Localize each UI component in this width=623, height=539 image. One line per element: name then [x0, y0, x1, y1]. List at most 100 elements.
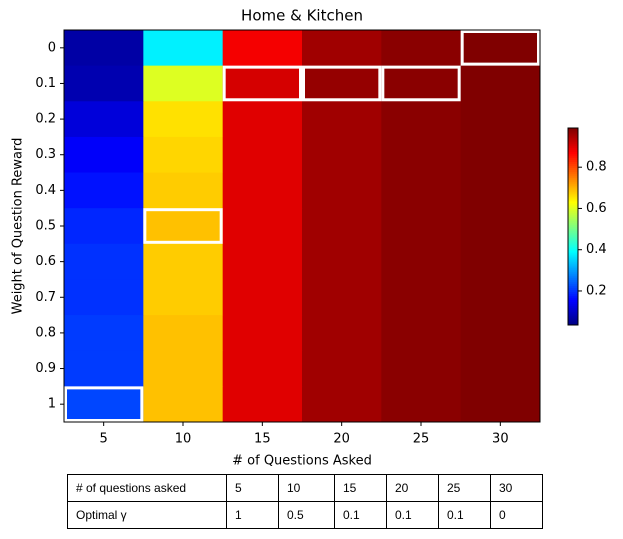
- heatmap-cell: [64, 350, 144, 387]
- colorbar-segment: [568, 224, 578, 227]
- colorbar-segment: [568, 269, 578, 273]
- heatmap-cell: [64, 279, 144, 316]
- colorbar-segment: [568, 183, 578, 186]
- heatmap-cell: [222, 279, 303, 316]
- colorbar-segment: [568, 246, 578, 249]
- y-tick-label: 0.1: [35, 76, 56, 91]
- y-tick-label: 0.2: [35, 112, 56, 127]
- colorbar-segment: [568, 228, 578, 231]
- heatmap-cell: [381, 279, 462, 316]
- table-cell: # of questions asked: [67, 474, 227, 502]
- colorbar-segment: [568, 297, 578, 300]
- heatmap-cell: [64, 243, 144, 280]
- x-tick-label: 20: [333, 432, 350, 447]
- y-tick-label: 0: [48, 40, 56, 55]
- y-tick-label: 1: [48, 397, 56, 412]
- table-row: Optimal γ 1 0.5 0.1 0.1 0.1 0: [67, 501, 543, 529]
- heatmap-cell: [143, 315, 224, 352]
- colorbar-segment: [568, 252, 578, 255]
- colorbar-segment: [568, 175, 578, 178]
- heatmap-cell: [381, 65, 462, 102]
- colorbar-segment: [568, 185, 578, 188]
- colorbar-segment: [568, 149, 578, 153]
- heatmap-cell: [143, 208, 224, 245]
- colorbar-segment: [568, 271, 578, 275]
- colorbar-segment: [568, 238, 578, 241]
- colorbar-segment: [568, 248, 578, 251]
- plot-frame: [63, 29, 541, 423]
- colorbar-tick-label: 0.8: [586, 160, 607, 175]
- table-cell: 0.1: [386, 501, 439, 529]
- x-tick-label: 5: [100, 432, 108, 447]
- colorbar-segment: [568, 285, 578, 289]
- heatmap-cell: [460, 350, 541, 387]
- heatmap-cell: [381, 350, 462, 387]
- colorbar-segment: [568, 273, 578, 277]
- heatmap-cell: [381, 136, 462, 174]
- colorbar-segment: [568, 189, 578, 192]
- table-cell: 1: [226, 501, 279, 529]
- table-cell: 0.5: [278, 501, 335, 529]
- gamma-table: # of questions asked 5 10 15 20 25 30 Optimal γ…: [67, 474, 543, 529]
- colorbar-segment: [568, 317, 578, 320]
- heatmap-cell: [460, 65, 541, 102]
- colorbar-segment: [568, 275, 578, 279]
- colorbar-segment: [568, 187, 578, 190]
- colorbar-segment: [568, 258, 578, 261]
- chart-title: Home & Kitchen: [241, 7, 363, 25]
- colorbar-segment: [568, 171, 578, 174]
- colorbar-segment: [568, 181, 578, 184]
- y-tick-label: 0.4: [35, 183, 56, 198]
- highlight-box: [64, 386, 144, 423]
- heatmap-cell: [64, 208, 144, 245]
- heatmap-cell: [143, 30, 224, 67]
- heatmap-cell: [460, 279, 541, 316]
- heatmap-cell: [302, 208, 382, 245]
- x-tick-label: 10: [175, 432, 192, 447]
- heatmap-cell: [302, 30, 382, 67]
- heatmap-cell: [64, 30, 144, 67]
- heatmap-cell: [460, 172, 541, 209]
- colorbar-segment: [568, 135, 578, 139]
- heatmap-cell: [143, 386, 224, 423]
- x-tick-label: 30: [492, 432, 509, 447]
- heatmap-cell: [143, 172, 224, 209]
- colorbar-segment: [568, 287, 578, 291]
- y-tick-label: 0.6: [35, 254, 56, 269]
- heatmap-cell: [222, 315, 303, 352]
- table-cell: 0: [490, 501, 543, 529]
- y-tick-label: 0.8: [35, 325, 56, 340]
- y-axis-label: Weight of Question Reward: [11, 138, 26, 315]
- heatmap-cell: [381, 30, 462, 67]
- heatmap-cell: [222, 30, 303, 67]
- heatmap-cell: [460, 101, 541, 138]
- heatmap-cell: [143, 101, 224, 138]
- colorbar-segment: [568, 139, 578, 143]
- colorbar-segment: [568, 323, 578, 326]
- colorbar-segment: [568, 169, 578, 172]
- colorbar-segment: [568, 279, 578, 283]
- colorbar-segment: [568, 147, 578, 151]
- table-cell: 30: [490, 474, 543, 502]
- colorbar-segment: [568, 303, 578, 306]
- heatmap-cell: [460, 30, 541, 67]
- colorbar-segment: [568, 133, 578, 137]
- colorbar-segment: [568, 210, 578, 214]
- colorbar-segment: [568, 196, 578, 200]
- colorbar-segment: [568, 143, 578, 147]
- heatmap-cell: [302, 136, 382, 174]
- heatmap-cell: [381, 386, 462, 423]
- colorbar-segment: [568, 265, 578, 269]
- x-axis-label: # of Questions Asked: [232, 454, 372, 469]
- heatmap-cell: [222, 350, 303, 387]
- colorbar-tick-label: 0.6: [586, 201, 607, 216]
- colorbar-segment: [568, 315, 578, 318]
- colorbar-segment: [568, 129, 578, 133]
- heatmap-cell: [381, 172, 462, 209]
- colorbar-tick-label: 0.4: [586, 242, 607, 257]
- colorbar-segment: [568, 214, 578, 218]
- colorbar-segment: [568, 204, 578, 208]
- table-cell: 5: [226, 474, 279, 502]
- heatmap-cell: [64, 101, 144, 138]
